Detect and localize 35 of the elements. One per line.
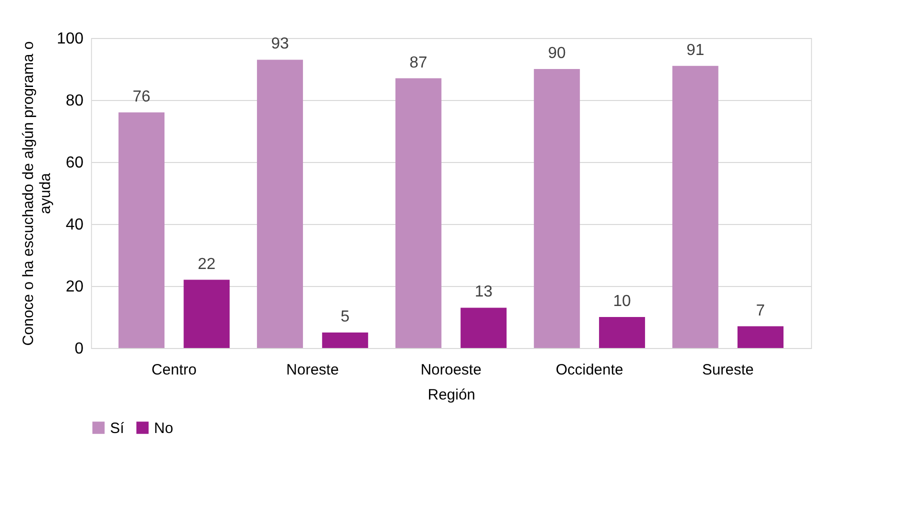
x-tick-label: Noreste (286, 362, 339, 378)
bar (599, 317, 646, 348)
data-label: 22 (198, 256, 216, 273)
bar (395, 78, 442, 348)
x-tick-label: Noroeste (420, 362, 482, 378)
data-label: 87 (410, 54, 428, 72)
data-label: 7 (756, 302, 766, 320)
bar (534, 69, 580, 348)
x-tick-label: Occidente (556, 362, 624, 378)
bar (322, 332, 368, 348)
data-label: 13 (474, 284, 493, 301)
bar (738, 326, 784, 348)
data-label: 91 (686, 42, 704, 59)
data-label: 76 (132, 88, 150, 106)
x-axis-title: Región (428, 386, 476, 404)
data-label: 5 (340, 308, 350, 326)
bar (256, 60, 303, 348)
y-tick-label: 80 (66, 92, 84, 110)
data-label: 93 (271, 36, 289, 53)
data-label: 10 (613, 293, 632, 310)
y-tick-label: 100 (56, 30, 84, 48)
bar (184, 280, 230, 348)
data-label: 90 (548, 45, 566, 62)
y-tick-label: 60 (66, 154, 84, 172)
legend-label: Sí (110, 420, 126, 437)
bar (672, 66, 718, 348)
bar (118, 112, 164, 348)
y-tick-label: 0 (74, 340, 84, 358)
bar (460, 308, 507, 348)
y-axis-title: Conoce o ha escuchado de algún programa o ayuda (20, 41, 54, 346)
legend-label: No (154, 420, 174, 437)
x-tick-label: Sureste (702, 362, 754, 378)
y-tick-label: 40 (66, 216, 84, 234)
y-tick-label: 20 (66, 278, 84, 296)
x-tick-label: Centro (152, 362, 197, 378)
